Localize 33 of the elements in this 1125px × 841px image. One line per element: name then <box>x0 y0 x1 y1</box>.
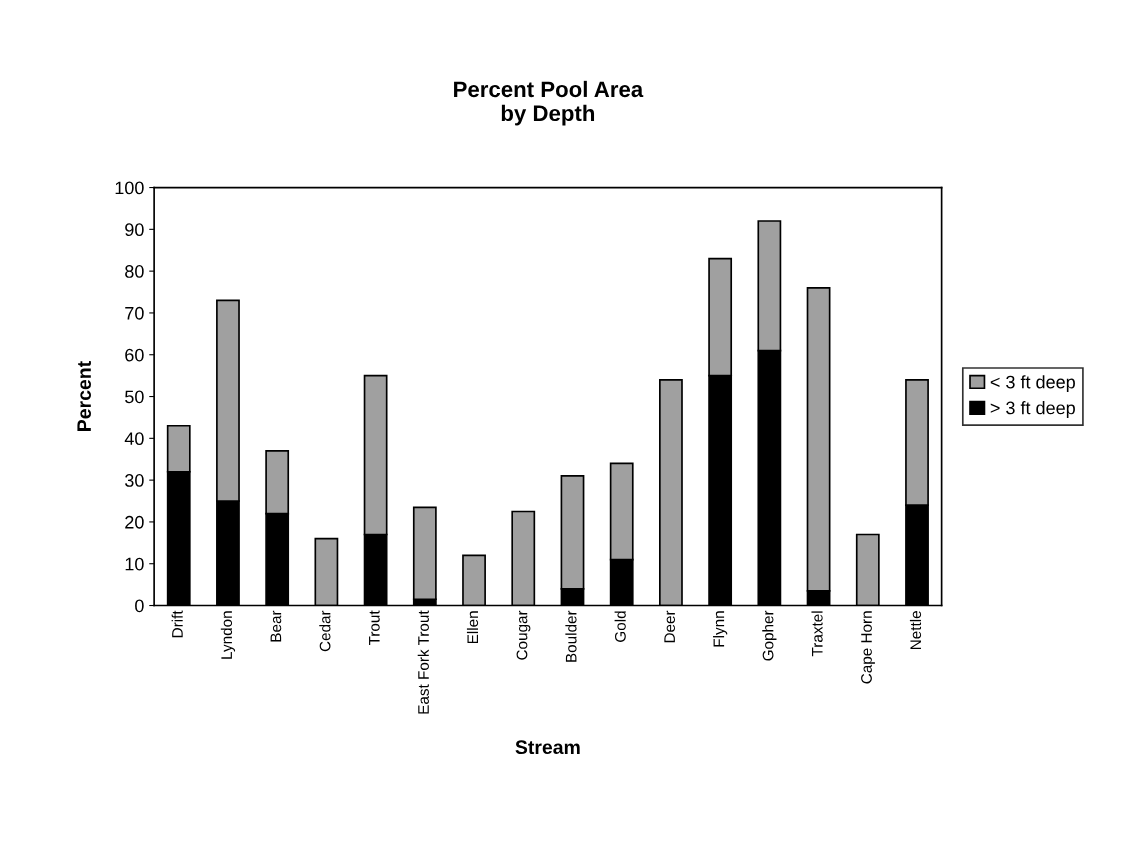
y-tick-label: 50 <box>125 390 144 404</box>
x-axis-title: Stream <box>515 740 580 755</box>
x-tick-label: Drift <box>171 610 183 638</box>
x-tick-label: Lyndon <box>220 611 236 659</box>
y-tick-label: 10 <box>125 557 144 571</box>
x-tick-label: Flynn <box>713 611 728 647</box>
x-tick-label: Gold <box>614 611 626 642</box>
x-tick-label: Gopher <box>762 610 777 661</box>
y-tick-label: 30 <box>125 474 144 487</box>
y-tick-label: 80 <box>125 265 144 278</box>
x-tick-label: Ellen <box>466 611 479 644</box>
x-tick-label: Cedar <box>319 610 331 652</box>
legend-label: > 3 ft deep <box>990 401 1075 418</box>
x-tick-label: Traxtel <box>811 611 823 657</box>
bar <box>412 506 437 601</box>
x-tick-label: Nettle <box>909 611 922 650</box>
legend-label: < 3 ft deep <box>990 375 1075 393</box>
y-tick-label: 70 <box>125 306 144 320</box>
x-tick-label: Bear <box>270 610 282 642</box>
chart-title: Percent Pool Area by Depth <box>454 80 644 126</box>
y-tick-label: 60 <box>125 348 144 362</box>
x-tick-label: Trout <box>369 610 380 646</box>
y-tick-label: 40 <box>124 432 144 446</box>
x-tick-label: East Fork Trout <box>417 610 429 714</box>
y-tick-label: 100 <box>115 181 144 195</box>
y-tick-label: 90 <box>125 223 144 237</box>
y-tick-label: 20 <box>125 515 144 529</box>
y-tick-label: 0 <box>135 599 144 613</box>
x-tick-label: Cougar <box>516 610 531 660</box>
x-tick-label: Boulder <box>565 610 577 662</box>
y-axis-title: Percent <box>77 361 91 431</box>
x-tick-label: Deer <box>664 610 676 643</box>
x-tick-label: Cape Horn <box>861 611 875 684</box>
